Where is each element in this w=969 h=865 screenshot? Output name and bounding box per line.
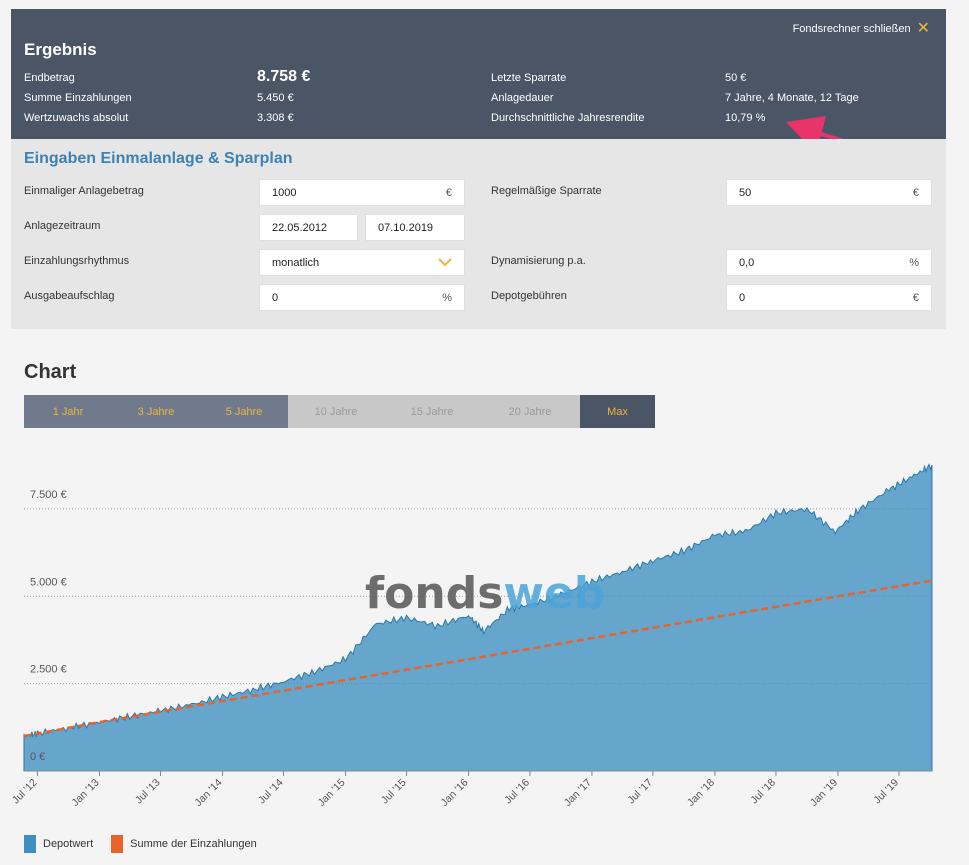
wertzuwachs-label: Wertzuwachs absolut bbox=[24, 112, 129, 124]
depotgebuehren-unit: € bbox=[912, 291, 919, 304]
anlagedauer-value: 7 Jahre, 4 Monate, 12 Tage bbox=[725, 92, 859, 104]
rhythmus-select[interactable]: monatlich bbox=[259, 249, 465, 276]
einmalig-field[interactable]: 1000 € bbox=[259, 179, 465, 206]
dynamisierung-value: 0,0 bbox=[739, 256, 755, 269]
zeitraum-end-value: 07.10.2019 bbox=[378, 221, 434, 234]
y-tick-label: 2.500 € bbox=[30, 664, 67, 676]
legend-item-einzahlungen[interactable]: Summe der Einzahlungen bbox=[111, 835, 257, 853]
dynamisierung-unit: % bbox=[909, 256, 919, 269]
chevron-down-icon bbox=[438, 258, 452, 267]
result-title: Ergebnis bbox=[24, 40, 97, 59]
tab-max[interactable]: Max bbox=[580, 395, 655, 428]
x-tick-label: Jan '17 bbox=[562, 777, 594, 809]
endbetrag-label: Endbetrag bbox=[24, 72, 75, 84]
x-tick-label: Jan '15 bbox=[315, 777, 347, 809]
rendite-value: 10,79 % bbox=[725, 112, 766, 124]
tab-20-jahre[interactable]: 20 Jahre bbox=[480, 395, 580, 428]
x-tick-label: Jan '19 bbox=[808, 777, 840, 809]
x-tick-label: Jul '12 bbox=[10, 777, 40, 807]
wertzuwachs-value: 3.308 € bbox=[257, 112, 294, 124]
zeitraum-label: Anlagezeitraum bbox=[24, 220, 101, 232]
x-tick-label: Jan '18 bbox=[685, 777, 717, 809]
x-tick-label: Jul '18 bbox=[748, 777, 778, 807]
depotgebuehren-value: 0 bbox=[739, 291, 746, 304]
close-calculator-button[interactable]: Fondsrechner schließen ✕ bbox=[792, 20, 930, 37]
inputs-panel: Eingaben Einmalanlage & Sparplan Einmali… bbox=[11, 139, 946, 329]
anlagedauer-label: Anlagedauer bbox=[491, 92, 554, 104]
sparrate-input-label: Regelmäßige Sparrate bbox=[491, 185, 602, 197]
sparrate-unit: € bbox=[912, 186, 919, 199]
x-tick-label: Jan '14 bbox=[192, 777, 224, 809]
rhythmus-value: monatlich bbox=[272, 256, 320, 269]
x-tick-label: Jul '13 bbox=[133, 777, 163, 807]
depotgebuehren-field[interactable]: 0 € bbox=[726, 284, 932, 311]
tab-5-jahre[interactable]: 5 Jahre bbox=[200, 395, 288, 428]
x-tick-label: Jul '16 bbox=[502, 777, 532, 807]
aufschlag-field[interactable]: 0 % bbox=[259, 284, 465, 311]
dynamisierung-field[interactable]: 0,0 % bbox=[726, 249, 932, 276]
rhythmus-label: Einzahlungsrhythmus bbox=[24, 255, 130, 267]
close-label: Fondsrechner schließen bbox=[792, 23, 911, 35]
inputs-heading: Eingaben Einmalanlage & Sparplan bbox=[24, 150, 293, 167]
x-tick-label: Jul '17 bbox=[625, 777, 655, 807]
einmalig-unit: € bbox=[445, 186, 452, 199]
zeitraum-start-field[interactable]: 22.05.2012 bbox=[259, 214, 358, 241]
watermark-part-a: fonds bbox=[365, 568, 503, 619]
y-tick-label: 7.500 € bbox=[30, 489, 67, 501]
einmalig-value: 1000 bbox=[272, 186, 297, 199]
zeitraum-start-value: 22.05.2012 bbox=[272, 221, 328, 234]
watermark-part-b: web bbox=[503, 568, 605, 619]
aufschlag-label: Ausgabeaufschlag bbox=[24, 290, 115, 302]
zeitraum-end-field[interactable]: 07.10.2019 bbox=[365, 214, 465, 241]
tab-1-jahr[interactable]: 1 Jahr bbox=[24, 395, 112, 428]
watermark-logo: fondsweb bbox=[365, 568, 605, 619]
x-tick-label: Jan '16 bbox=[438, 777, 470, 809]
period-tabs: 1 Jahr 3 Jahre 5 Jahre 10 Jahre 15 Jahre… bbox=[24, 395, 655, 428]
rendite-label: Durchschnittliche Jahresrendite bbox=[491, 112, 645, 124]
legend-item-depotwert[interactable]: Depotwert bbox=[24, 835, 93, 853]
legend-swatch-depotwert bbox=[24, 835, 36, 853]
tab-15-jahre[interactable]: 15 Jahre bbox=[384, 395, 480, 428]
sparrate-label: Letzte Sparrate bbox=[491, 72, 567, 84]
x-tick-label: Jul '14 bbox=[256, 777, 286, 807]
tab-10-jahre[interactable]: 10 Jahre bbox=[288, 395, 384, 428]
legend-swatch-einzahlungen bbox=[111, 835, 124, 853]
summe-label: Summe Einzahlungen bbox=[24, 92, 132, 104]
result-panel: Ergebnis Fondsrechner schließen ✕ Endbet… bbox=[11, 9, 946, 139]
sparrate-value: 50 € bbox=[725, 72, 747, 84]
x-tick-label: Jan '13 bbox=[69, 777, 101, 809]
y-tick-label: 0 € bbox=[30, 751, 45, 763]
chart-title: Chart bbox=[24, 361, 77, 383]
series-einzahlungen-line bbox=[23, 579, 933, 738]
tab-3-jahre[interactable]: 3 Jahre bbox=[112, 395, 200, 428]
summe-value: 5.450 € bbox=[257, 92, 294, 104]
sparrate-input-value: 50 bbox=[739, 186, 752, 199]
dynamisierung-label: Dynamisierung p.a. bbox=[491, 255, 586, 267]
sparrate-field[interactable]: 50 € bbox=[726, 179, 932, 206]
y-tick-label: 5.000 € bbox=[30, 576, 67, 588]
einmalig-label: Einmaliger Anlagebetrag bbox=[24, 185, 144, 197]
x-tick-label: Jul '15 bbox=[379, 777, 409, 807]
depotgebuehren-label: Depotgebühren bbox=[491, 290, 567, 302]
close-icon[interactable]: ✕ bbox=[916, 20, 930, 37]
depot-chart: 0 € 2.500 € 5.000 € 7.500 € fondsweb Jul '12 J… bbox=[10, 463, 933, 809]
legend-label-einzahlungen: Summe der Einzahlungen bbox=[130, 838, 257, 850]
legend-label-depotwert: Depotwert bbox=[43, 838, 94, 850]
chart-legend: Depotwert Summe der Einzahlungen bbox=[24, 835, 257, 853]
aufschlag-value: 0 bbox=[272, 291, 279, 304]
aufschlag-unit: % bbox=[442, 291, 452, 304]
endbetrag-value: 8.758 € bbox=[257, 68, 311, 85]
x-tick-label: Jul '19 bbox=[871, 777, 901, 807]
